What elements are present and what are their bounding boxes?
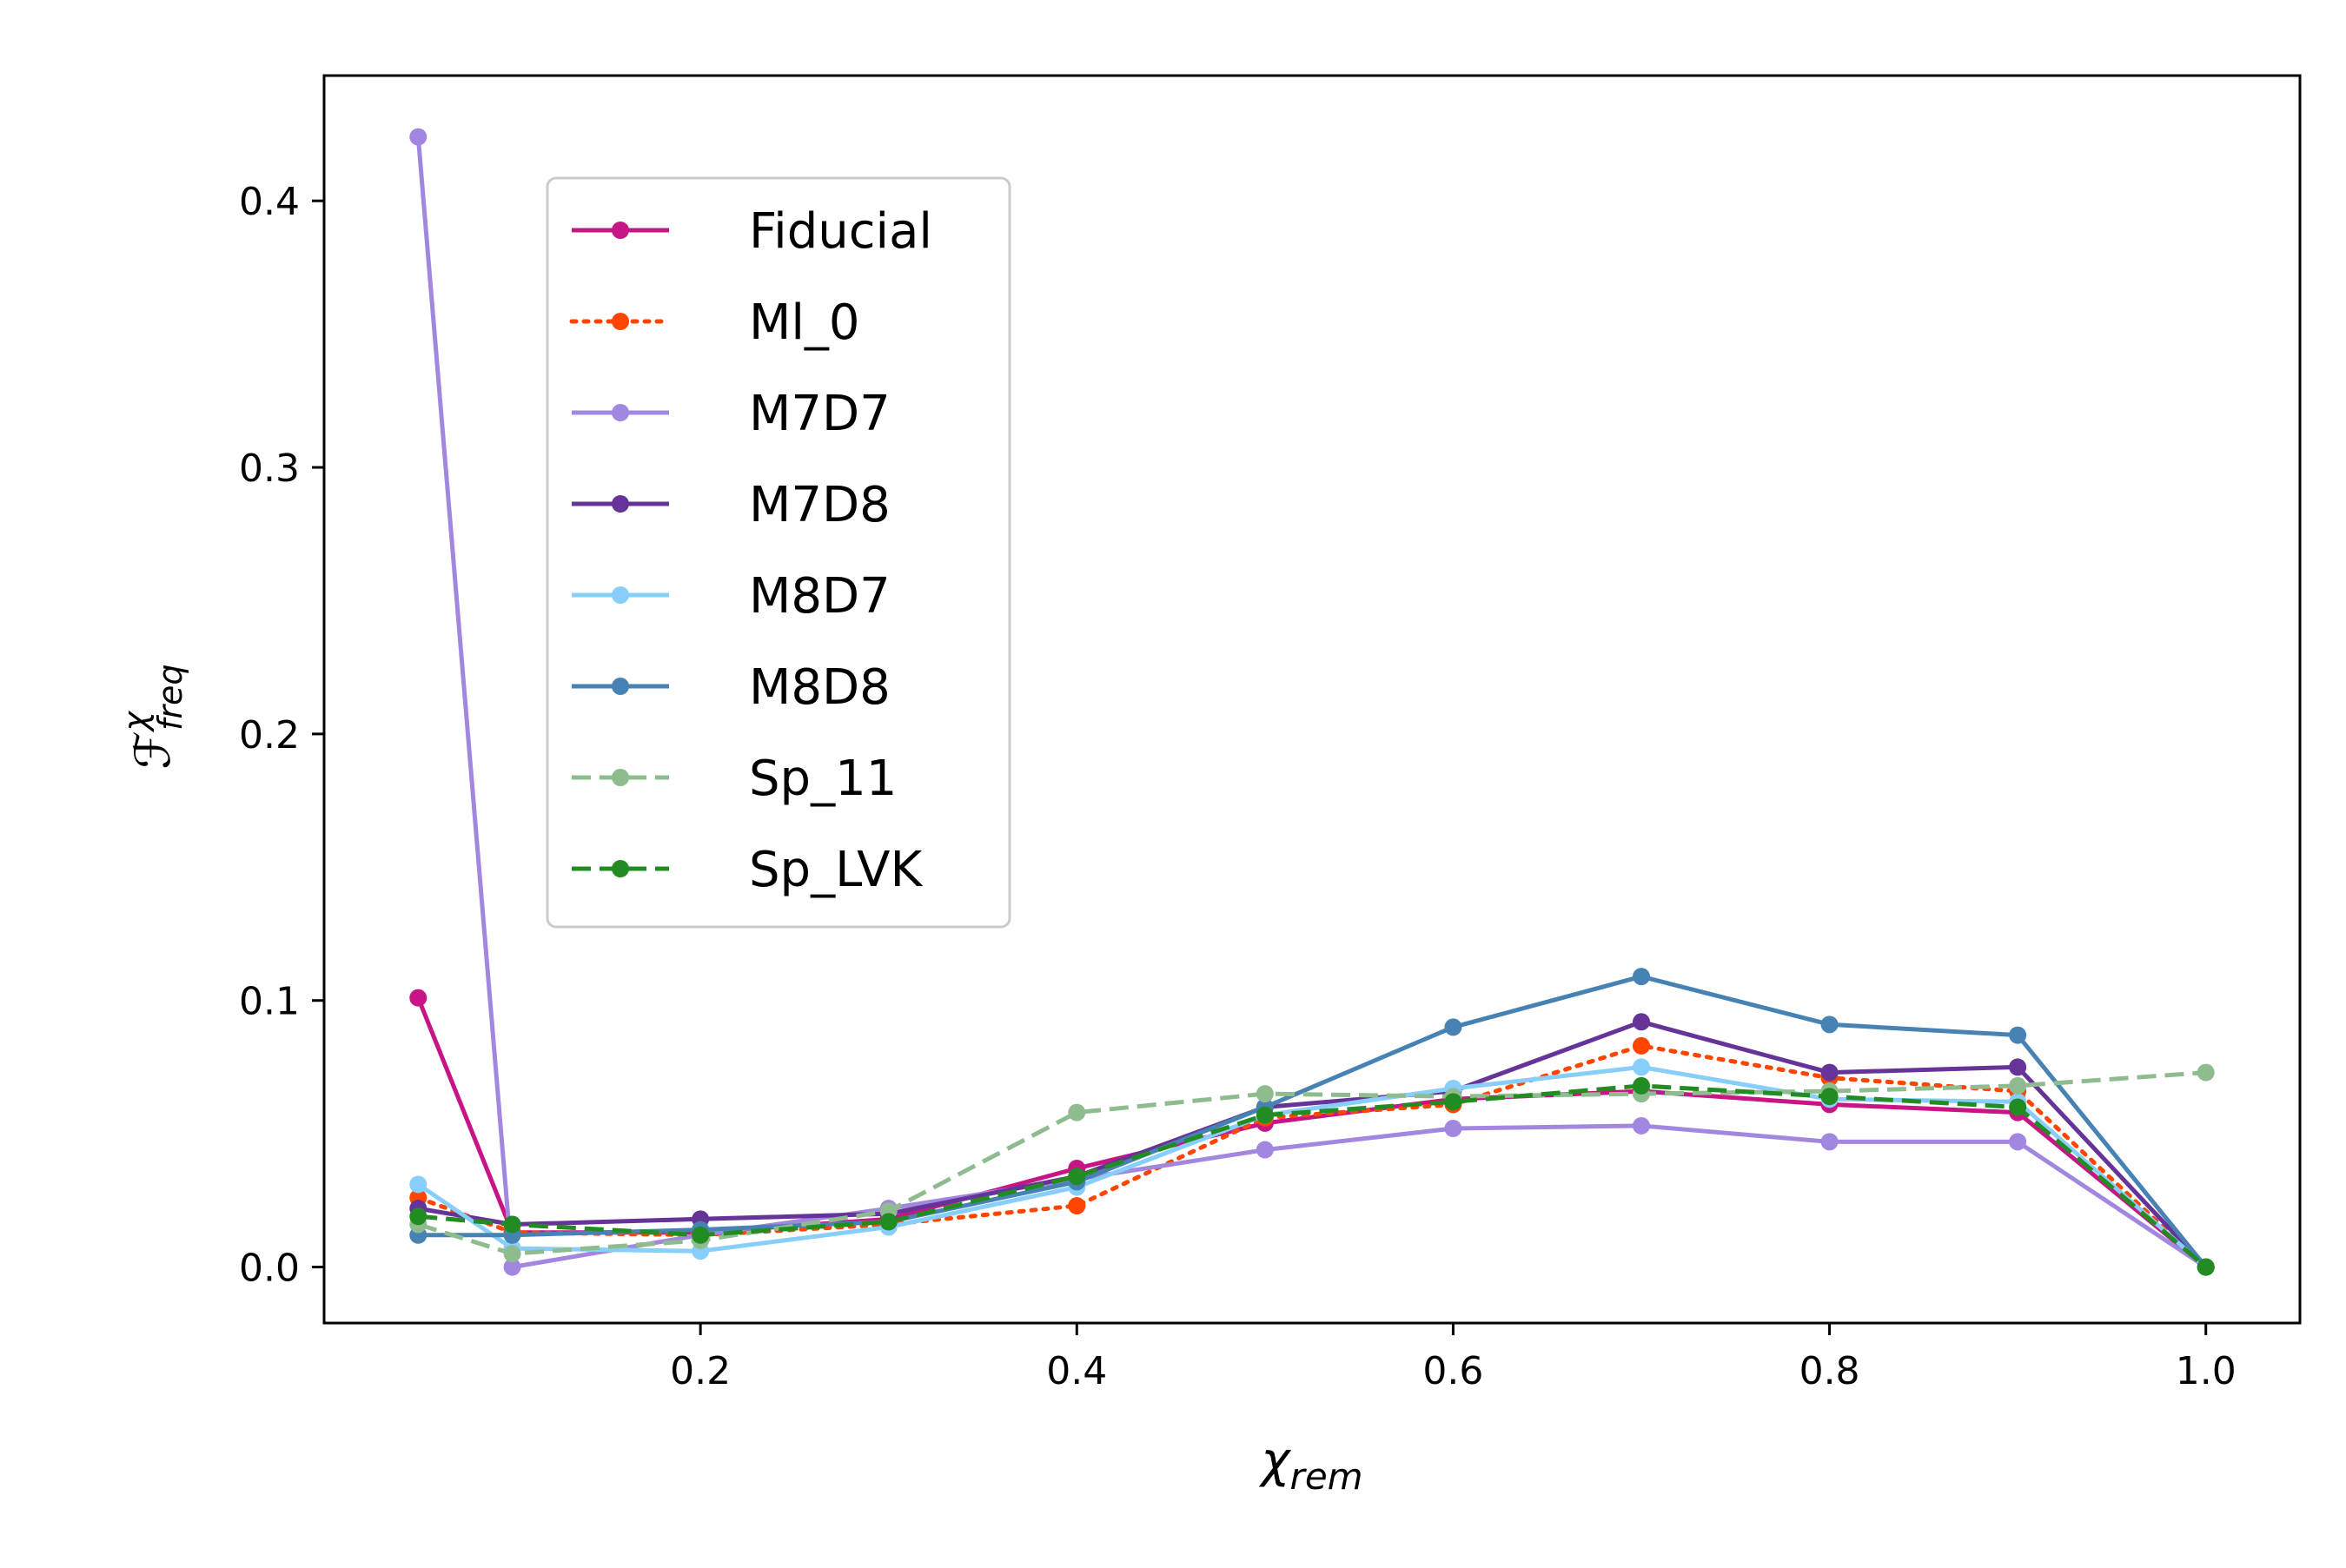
y-axis-ticks: 0.0 0.1 0.2 0.3 0.4 xyxy=(239,180,324,1291)
legend-swatch-marker xyxy=(612,678,629,695)
legend-item: Ml_0 xyxy=(569,294,860,351)
data-point xyxy=(1256,1106,1274,1124)
y-axis-label: ℱχfreq xyxy=(116,664,189,769)
data-point xyxy=(503,1258,521,1276)
legend-label: M8D7 xyxy=(749,568,891,625)
data-point xyxy=(1068,1168,1086,1186)
series-line xyxy=(418,1083,2208,1269)
data-point xyxy=(1633,1116,1650,1135)
data-point xyxy=(1444,1018,1462,1036)
legend-item: M7D7 xyxy=(572,386,891,442)
data-point xyxy=(1820,1088,1839,1106)
legend-item: M7D8 xyxy=(572,477,891,533)
x-tick-label: 0.6 xyxy=(1422,1349,1483,1393)
y-axis-label-subscript: freq xyxy=(151,664,189,731)
x-axis-ticks: 0.2 0.4 0.6 0.8 1.0 xyxy=(670,1323,2237,1393)
data-point xyxy=(1256,1085,1274,1103)
x-tick-label: 0.8 xyxy=(1799,1349,1860,1393)
y-tick-label: 0.0 xyxy=(239,1247,300,1291)
data-point xyxy=(2009,1058,2027,1076)
series-line xyxy=(415,996,2208,1269)
legend-swatch-marker xyxy=(612,495,629,513)
data-point xyxy=(503,1215,521,1234)
legend-box xyxy=(546,176,1011,929)
data-point xyxy=(1068,1196,1086,1214)
legend-item: M8D8 xyxy=(572,659,891,716)
data-point xyxy=(692,1226,710,1244)
x-tick-label: 1.0 xyxy=(2176,1349,2237,1393)
data-point xyxy=(1633,1013,1650,1031)
data-point xyxy=(2197,1063,2215,1082)
y-tick-label: 0.4 xyxy=(239,180,300,224)
data-point xyxy=(1633,1036,1650,1055)
legend-item: Fiducial xyxy=(572,203,932,260)
legend-swatch-marker xyxy=(612,769,629,786)
data-point xyxy=(1820,1133,1839,1151)
legend-label: M8D8 xyxy=(749,659,891,716)
x-axis-label: χrem xyxy=(1258,1432,1362,1498)
data-point xyxy=(1256,1141,1274,1159)
data-point xyxy=(1820,1063,1839,1082)
data-point xyxy=(1068,1103,1086,1121)
data-point xyxy=(879,1213,898,1231)
x-axis-label-symbol: χ xyxy=(1258,1432,1291,1489)
y-tick-label: 0.2 xyxy=(239,713,300,758)
data-point xyxy=(1633,1058,1650,1076)
series-line xyxy=(418,974,2208,1269)
legend-label: Sp_LVK xyxy=(749,842,923,898)
data-point xyxy=(1444,1093,1462,1111)
data-point xyxy=(409,128,427,146)
data-point xyxy=(1444,1120,1462,1138)
data-point xyxy=(2009,1133,2027,1151)
data-point xyxy=(2009,1026,2027,1044)
series-sp-lvk xyxy=(409,1076,2215,1276)
data-point xyxy=(1633,968,1650,986)
data-point xyxy=(1633,1076,1650,1095)
axes-frame xyxy=(322,74,2302,1325)
data-point xyxy=(409,989,427,1007)
legend-label: M7D8 xyxy=(749,477,891,533)
y-tick-label: 0.3 xyxy=(239,447,300,491)
data-point xyxy=(409,1175,427,1194)
legend-swatch-marker xyxy=(612,404,629,421)
data-point xyxy=(1820,1016,1839,1034)
x-tick-label: 0.4 xyxy=(1046,1349,1107,1393)
legend-item: M8D7 xyxy=(572,568,891,625)
data-point xyxy=(503,1245,521,1263)
plot-series-layer xyxy=(409,128,2215,1276)
legend-swatch-marker xyxy=(612,860,629,877)
legend-swatch-marker xyxy=(612,222,629,239)
legend-swatch-marker xyxy=(612,586,629,604)
legend-item: Sp_11 xyxy=(572,751,897,807)
legend-label: Fiducial xyxy=(749,203,932,260)
x-tick-label: 0.2 xyxy=(670,1349,731,1393)
y-axis-label-symbol: ℱ xyxy=(125,731,182,769)
data-point xyxy=(409,1207,427,1226)
legend-swatch-marker xyxy=(612,313,629,330)
legend-item: Sp_LVK xyxy=(572,842,923,898)
legend-label: Ml_0 xyxy=(749,294,860,351)
data-point xyxy=(2009,1076,2027,1095)
legend-label: Sp_11 xyxy=(749,751,897,807)
data-point xyxy=(2009,1098,2027,1116)
y-tick-label: 0.1 xyxy=(239,980,300,1024)
series-m8d8 xyxy=(409,968,2215,1276)
y-axis-label-superscript: χ xyxy=(116,710,155,732)
legend-label: M7D7 xyxy=(749,386,891,442)
data-point xyxy=(2197,1258,2215,1276)
legend: Fiducial Ml_0 M7D7 M7D8 M8D7 M8D8 Sp_11 Sp_LVK xyxy=(546,176,1011,929)
x-axis-label-subscript: rem xyxy=(1290,1455,1363,1498)
